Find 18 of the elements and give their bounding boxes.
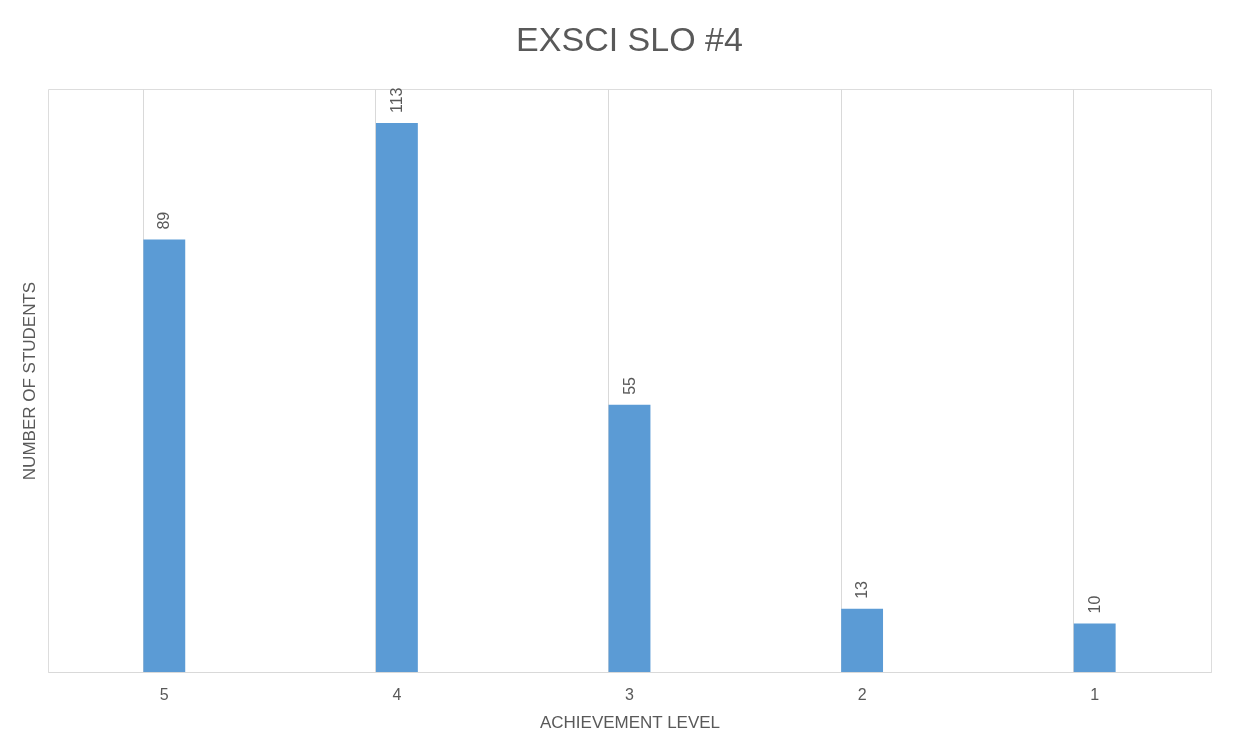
bar (608, 404, 651, 672)
x-tick-label: 3 (625, 685, 635, 703)
x-axis-title: ACHIEVEMENT LEVEL (539, 712, 721, 732)
x-tick-label: 1 (1090, 685, 1100, 703)
data-label: 89 (155, 211, 173, 230)
x-tick-label: 2 (857, 685, 867, 703)
y-axis-title: NUMBER OF STUDENTS (19, 281, 39, 481)
data-label: 10 (1085, 595, 1103, 614)
bar (841, 608, 884, 672)
bar (143, 239, 186, 672)
data-label: 55 (620, 376, 638, 395)
bar (1073, 623, 1116, 672)
data-label: 13 (853, 580, 871, 599)
x-tick-label: 4 (392, 685, 402, 703)
bar (375, 123, 418, 672)
chart-title: EXSCI SLO #4 (516, 19, 743, 58)
x-tick-label: 5 (159, 685, 169, 703)
data-label: 113 (387, 87, 405, 114)
